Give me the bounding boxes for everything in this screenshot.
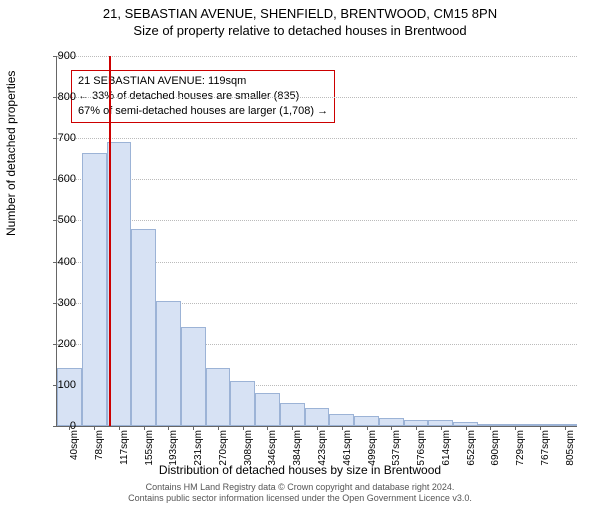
histogram-bar xyxy=(379,418,404,426)
histogram-bar xyxy=(305,408,330,427)
gridline xyxy=(57,97,577,99)
histogram-bar xyxy=(354,416,379,426)
x-axis-label: Distribution of detached houses by size … xyxy=(0,463,600,477)
histogram-bar xyxy=(329,414,354,426)
ytick-label: 400 xyxy=(46,256,76,268)
ytick-label: 500 xyxy=(46,214,76,226)
footer-line-2: Contains public sector information licen… xyxy=(0,493,600,504)
ytick-label: 700 xyxy=(46,132,76,144)
histogram-bar xyxy=(82,153,107,426)
ytick-label: 600 xyxy=(46,173,76,185)
histogram-bar xyxy=(206,368,231,426)
gridline xyxy=(57,220,577,222)
ytick-label: 800 xyxy=(46,91,76,103)
chart-title-line1: 21, SEBASTIAN AVENUE, SHENFIELD, BRENTWO… xyxy=(0,6,600,21)
info-line-3: 67% of semi-detached houses are larger (… xyxy=(78,104,328,119)
histogram-bar xyxy=(57,368,82,426)
ytick-label: 0 xyxy=(46,420,76,432)
ytick-label: 300 xyxy=(46,297,76,309)
histogram-bar xyxy=(280,403,305,426)
footer-line-1: Contains HM Land Registry data © Crown c… xyxy=(0,482,600,493)
chart-plot-area: 21 SEBASTIAN AVENUE: 119sqm ← 33% of det… xyxy=(56,56,577,427)
ytick-label: 900 xyxy=(46,50,76,62)
footer-attribution: Contains HM Land Registry data © Crown c… xyxy=(0,482,600,504)
ytick-label: 200 xyxy=(46,338,76,350)
y-axis-label: Number of detached properties xyxy=(4,71,18,236)
histogram-bar xyxy=(255,393,280,426)
ytick-label: 100 xyxy=(46,379,76,391)
histogram-bar xyxy=(156,301,181,426)
chart-title-line2: Size of property relative to detached ho… xyxy=(0,23,600,38)
gridline xyxy=(57,138,577,140)
histogram-bar xyxy=(131,229,156,426)
gridline xyxy=(57,179,577,181)
gridline xyxy=(57,56,577,58)
chart-container: 21, SEBASTIAN AVENUE, SHENFIELD, BRENTWO… xyxy=(0,6,600,506)
property-marker-line xyxy=(109,56,111,426)
histogram-bar xyxy=(230,381,255,426)
info-line-1: 21 SEBASTIAN AVENUE: 119sqm xyxy=(78,74,328,89)
histogram-bar xyxy=(181,327,206,426)
